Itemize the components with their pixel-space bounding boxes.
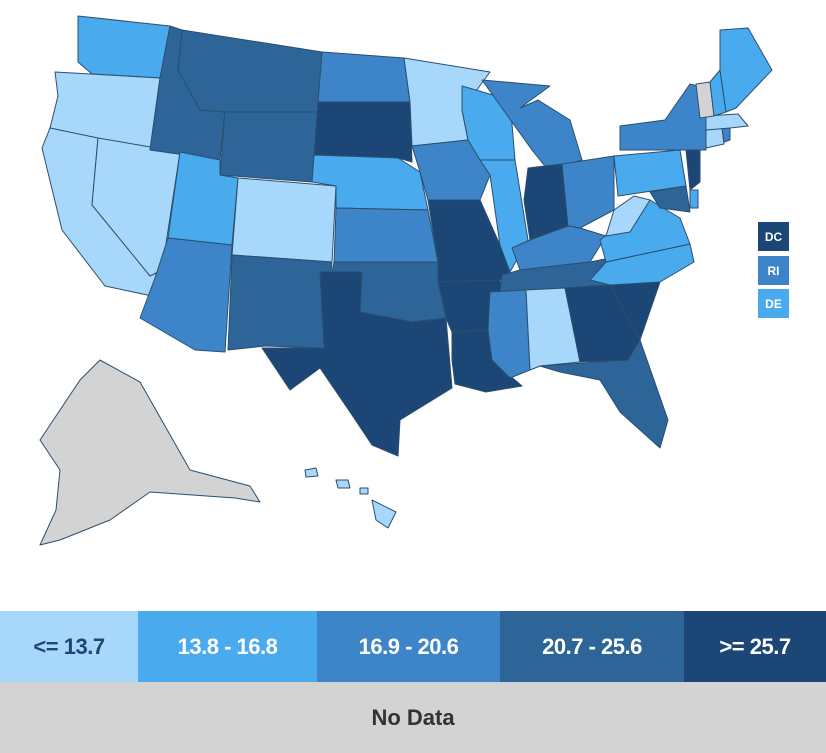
state-wy[interactable] bbox=[219, 111, 319, 183]
state-co[interactable] bbox=[231, 177, 337, 263]
state-wv[interactable] bbox=[605, 195, 651, 237]
state-oh[interactable] bbox=[561, 155, 615, 229]
state-de[interactable] bbox=[689, 189, 699, 209]
state-nj[interactable] bbox=[685, 149, 701, 191]
state-hi[interactable] bbox=[304, 467, 397, 529]
state-ri[interactable] bbox=[721, 127, 731, 143]
legend-bin-4[interactable]: 20.7 - 25.6 bbox=[500, 611, 684, 682]
states-layer bbox=[39, 15, 773, 546]
legend-no-data[interactable]: No Data bbox=[0, 682, 826, 753]
state-ct[interactable] bbox=[705, 127, 725, 149]
state-nm[interactable] bbox=[227, 254, 333, 351]
state-ak[interactable] bbox=[39, 359, 261, 546]
legend-bins: <= 13.7 13.8 - 16.8 16.9 - 20.6 20.7 - 2… bbox=[0, 611, 826, 682]
state-nd[interactable] bbox=[317, 51, 411, 103]
state-ma[interactable] bbox=[705, 113, 749, 131]
state-az[interactable] bbox=[139, 237, 233, 353]
map-legend: <= 13.7 13.8 - 16.8 16.9 - 20.6 20.7 - 2… bbox=[0, 611, 826, 753]
small-state-dc-box[interactable]: DC bbox=[758, 222, 789, 251]
state-al[interactable] bbox=[525, 287, 581, 371]
state-ks[interactable] bbox=[333, 207, 439, 263]
state-ny[interactable] bbox=[619, 83, 707, 151]
state-mi[interactable] bbox=[481, 79, 583, 171]
legend-bin-1[interactable]: <= 13.7 bbox=[0, 611, 138, 682]
small-state-de-box[interactable]: DE bbox=[758, 289, 789, 318]
state-mt[interactable] bbox=[177, 29, 323, 113]
legend-bin-5[interactable]: >= 25.7 bbox=[684, 611, 826, 682]
legend-bin-2[interactable]: 13.8 - 16.8 bbox=[138, 611, 317, 682]
us-map-svg bbox=[39, 15, 773, 546]
state-tx[interactable] bbox=[261, 271, 453, 457]
state-fl[interactable] bbox=[539, 339, 669, 449]
state-me[interactable] bbox=[719, 27, 773, 113]
state-wa[interactable] bbox=[77, 15, 171, 79]
state-md[interactable] bbox=[649, 185, 691, 213]
legend-bin-3[interactable]: 16.9 - 20.6 bbox=[317, 611, 500, 682]
us-choropleth-map: DC RI DE bbox=[39, 15, 789, 546]
state-il[interactable] bbox=[479, 159, 529, 273]
small-state-ri-box[interactable]: RI bbox=[758, 256, 789, 285]
state-sd[interactable] bbox=[313, 101, 413, 163]
